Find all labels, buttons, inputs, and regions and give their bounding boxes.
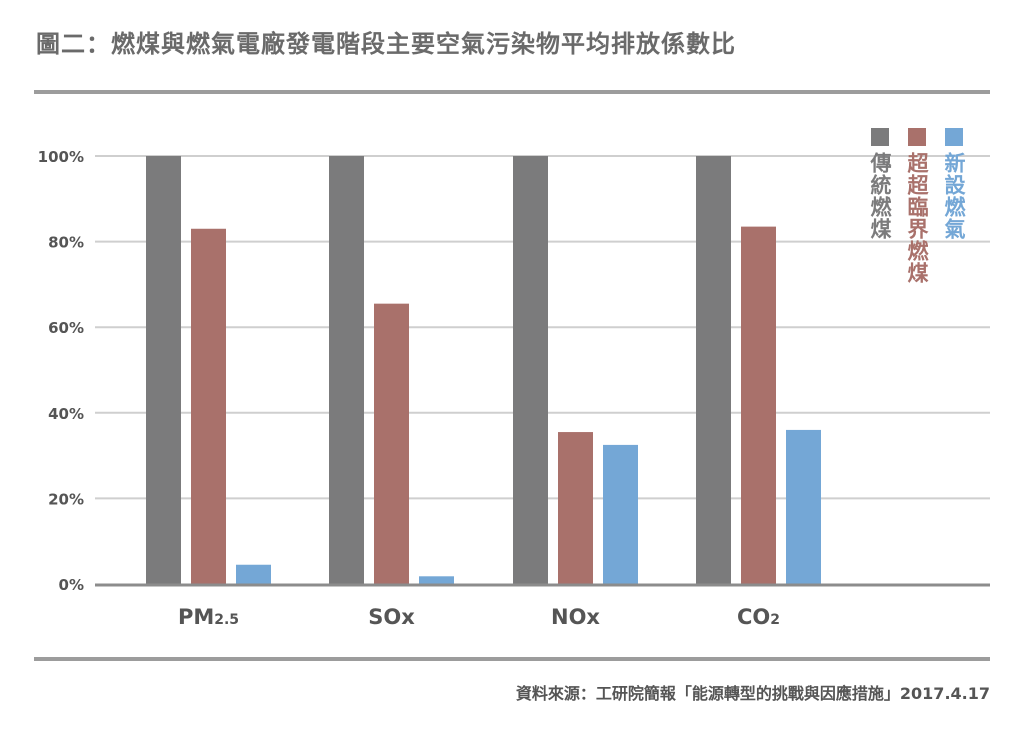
top-divider (34, 90, 990, 94)
legend-swatch-new-gas (944, 128, 963, 146)
legend-item-traditional-coal: 傳統燃煤 (868, 128, 892, 240)
source-note: 資料來源：工研院簡報「能源轉型的挑戰與因應措施」2017.4.17 (515, 684, 990, 703)
bar-new-gas (786, 429, 821, 584)
chart-title: 圖二：燃煤與燃氣電廠發電階段主要空氣污染物平均排放係數比 (36, 30, 736, 58)
bar-traditional-coal (513, 156, 548, 584)
y-tick-label: 80% (48, 234, 84, 252)
x-tick-label: NOx (551, 605, 600, 629)
y-tick-label: 100% (38, 148, 84, 166)
legend-swatch-ultra-supercritical-coal (907, 128, 926, 146)
bar-new-gas (236, 564, 271, 584)
y-tick-label: 20% (48, 490, 84, 508)
legend-item-new-gas: 新設燃氣 (942, 128, 966, 240)
bottom-divider (34, 657, 990, 661)
legend-label-ultra-supercritical-coal: 超超臨界燃煤 (905, 152, 929, 284)
bar-ultra-supercritical-coal (741, 226, 776, 584)
bar-new-gas (419, 576, 454, 584)
legend-label-traditional-coal: 傳統燃煤 (868, 152, 892, 240)
bar-ultra-supercritical-coal (558, 432, 593, 584)
bar-traditional-coal (146, 156, 181, 584)
y-tick-label: 60% (48, 319, 84, 337)
y-tick-label: 40% (48, 405, 84, 423)
legend-item-ultra-supercritical-coal: 超超臨界燃煤 (905, 128, 929, 284)
bar-ultra-supercritical-coal (374, 303, 409, 584)
x-tick-label: PM2.5 (178, 605, 239, 629)
bar-traditional-coal (696, 156, 731, 584)
x-tick-label: SOx (368, 605, 415, 629)
bar-chart: 0% 20% 40% 60% 80% 100% PM2.5 SOx NOx CO2 (38, 148, 990, 629)
x-tick-label: CO2 (737, 605, 780, 629)
legend-swatch-traditional-coal (870, 128, 889, 146)
bar-ultra-supercritical-coal (191, 228, 226, 584)
y-tick-label: 0% (59, 576, 84, 594)
bar-new-gas (603, 444, 638, 584)
legend-label-new-gas: 新設燃氣 (942, 152, 966, 240)
bar-traditional-coal (329, 156, 364, 584)
